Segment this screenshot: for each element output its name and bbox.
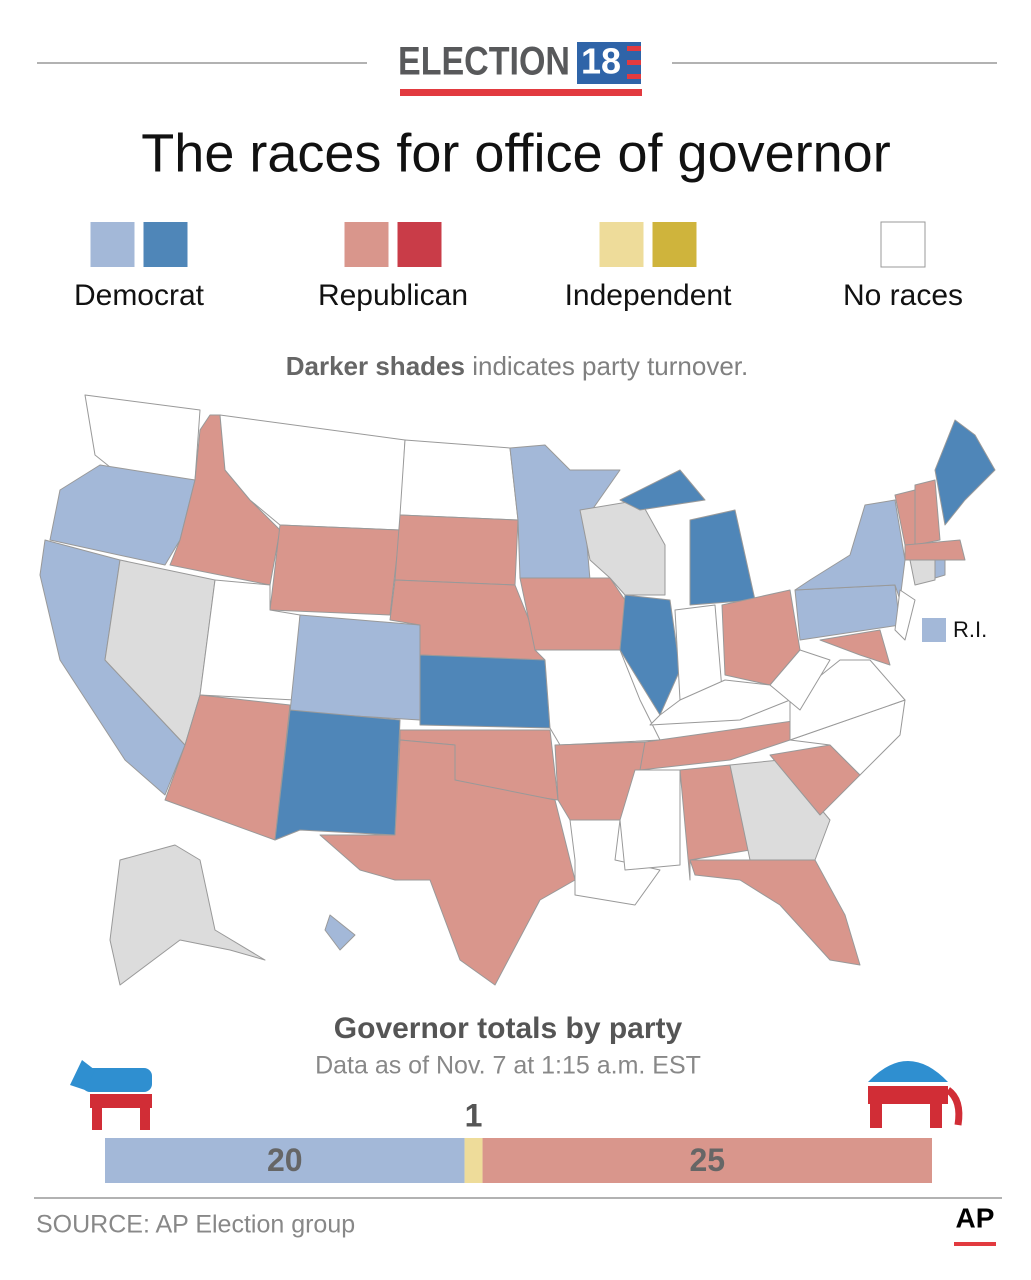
state <box>269 524 401 616</box>
logo-stripe <box>627 46 641 51</box>
ri-swatch <box>922 618 946 642</box>
state <box>689 859 861 966</box>
legend-swatch <box>90 222 135 267</box>
state <box>794 499 906 601</box>
state <box>274 709 401 841</box>
state <box>794 584 901 641</box>
note-rest: indicates party turnover. <box>472 351 748 381</box>
value-label: 25 <box>689 1142 725 1178</box>
state <box>904 539 966 561</box>
donkey-icon <box>70 1060 152 1130</box>
state <box>324 914 356 951</box>
logo-underline <box>400 89 642 96</box>
state <box>689 509 756 606</box>
state <box>289 614 421 721</box>
source: SOURCE: AP Election group <box>36 1211 355 1239</box>
ap-logo: AP <box>956 1202 995 1233</box>
state <box>619 594 681 716</box>
legend-swatch <box>143 222 188 267</box>
ri-label: R.I. <box>953 617 987 642</box>
state <box>399 439 519 521</box>
state <box>819 629 891 666</box>
legend-swatch <box>344 222 389 267</box>
state <box>419 654 551 729</box>
chart-title: Governor totals by party <box>334 1012 683 1045</box>
bar-segment <box>482 1138 932 1183</box>
legend-label: Republican <box>318 279 468 312</box>
ap-underline <box>954 1242 996 1246</box>
logo-stripe <box>627 74 641 79</box>
state <box>639 719 801 771</box>
value-label: 1 <box>465 1097 483 1133</box>
state <box>934 559 946 579</box>
us-map <box>39 394 996 986</box>
bar-segment <box>105 1138 465 1183</box>
state <box>769 649 831 711</box>
bar-segment <box>464 1138 483 1183</box>
state <box>894 589 916 641</box>
state <box>619 769 681 871</box>
state <box>109 844 266 986</box>
legend-swatch <box>599 222 644 267</box>
legend-label: No races <box>843 279 963 312</box>
state <box>934 419 996 526</box>
state <box>394 514 519 586</box>
legend-label: Independent <box>565 279 732 312</box>
state <box>619 469 706 511</box>
value-label: 20 <box>267 1142 303 1178</box>
logo-year: 18 <box>581 41 621 82</box>
elephant-icon <box>868 1061 963 1128</box>
note: Darker shades indicates party turnover. <box>286 351 749 381</box>
state <box>164 694 291 841</box>
note-bold: Darker shades <box>286 351 465 381</box>
legend-swatch <box>397 222 442 267</box>
state <box>679 764 751 881</box>
logo-word: ELECTION <box>398 40 570 84</box>
state <box>569 819 661 906</box>
state <box>909 559 936 586</box>
logo-stripe <box>627 60 641 65</box>
chart-subtitle: Data as of Nov. 7 at 1:15 a.m. EST <box>315 1052 701 1080</box>
state <box>319 739 576 986</box>
legend-swatch <box>652 222 697 267</box>
legend-swatch <box>880 221 926 268</box>
state <box>534 649 661 746</box>
state <box>729 759 831 861</box>
legend-label: Democrat <box>74 279 205 312</box>
state <box>789 659 906 741</box>
state <box>914 479 941 546</box>
state <box>519 577 626 651</box>
title: The races for office of governor <box>141 123 890 183</box>
